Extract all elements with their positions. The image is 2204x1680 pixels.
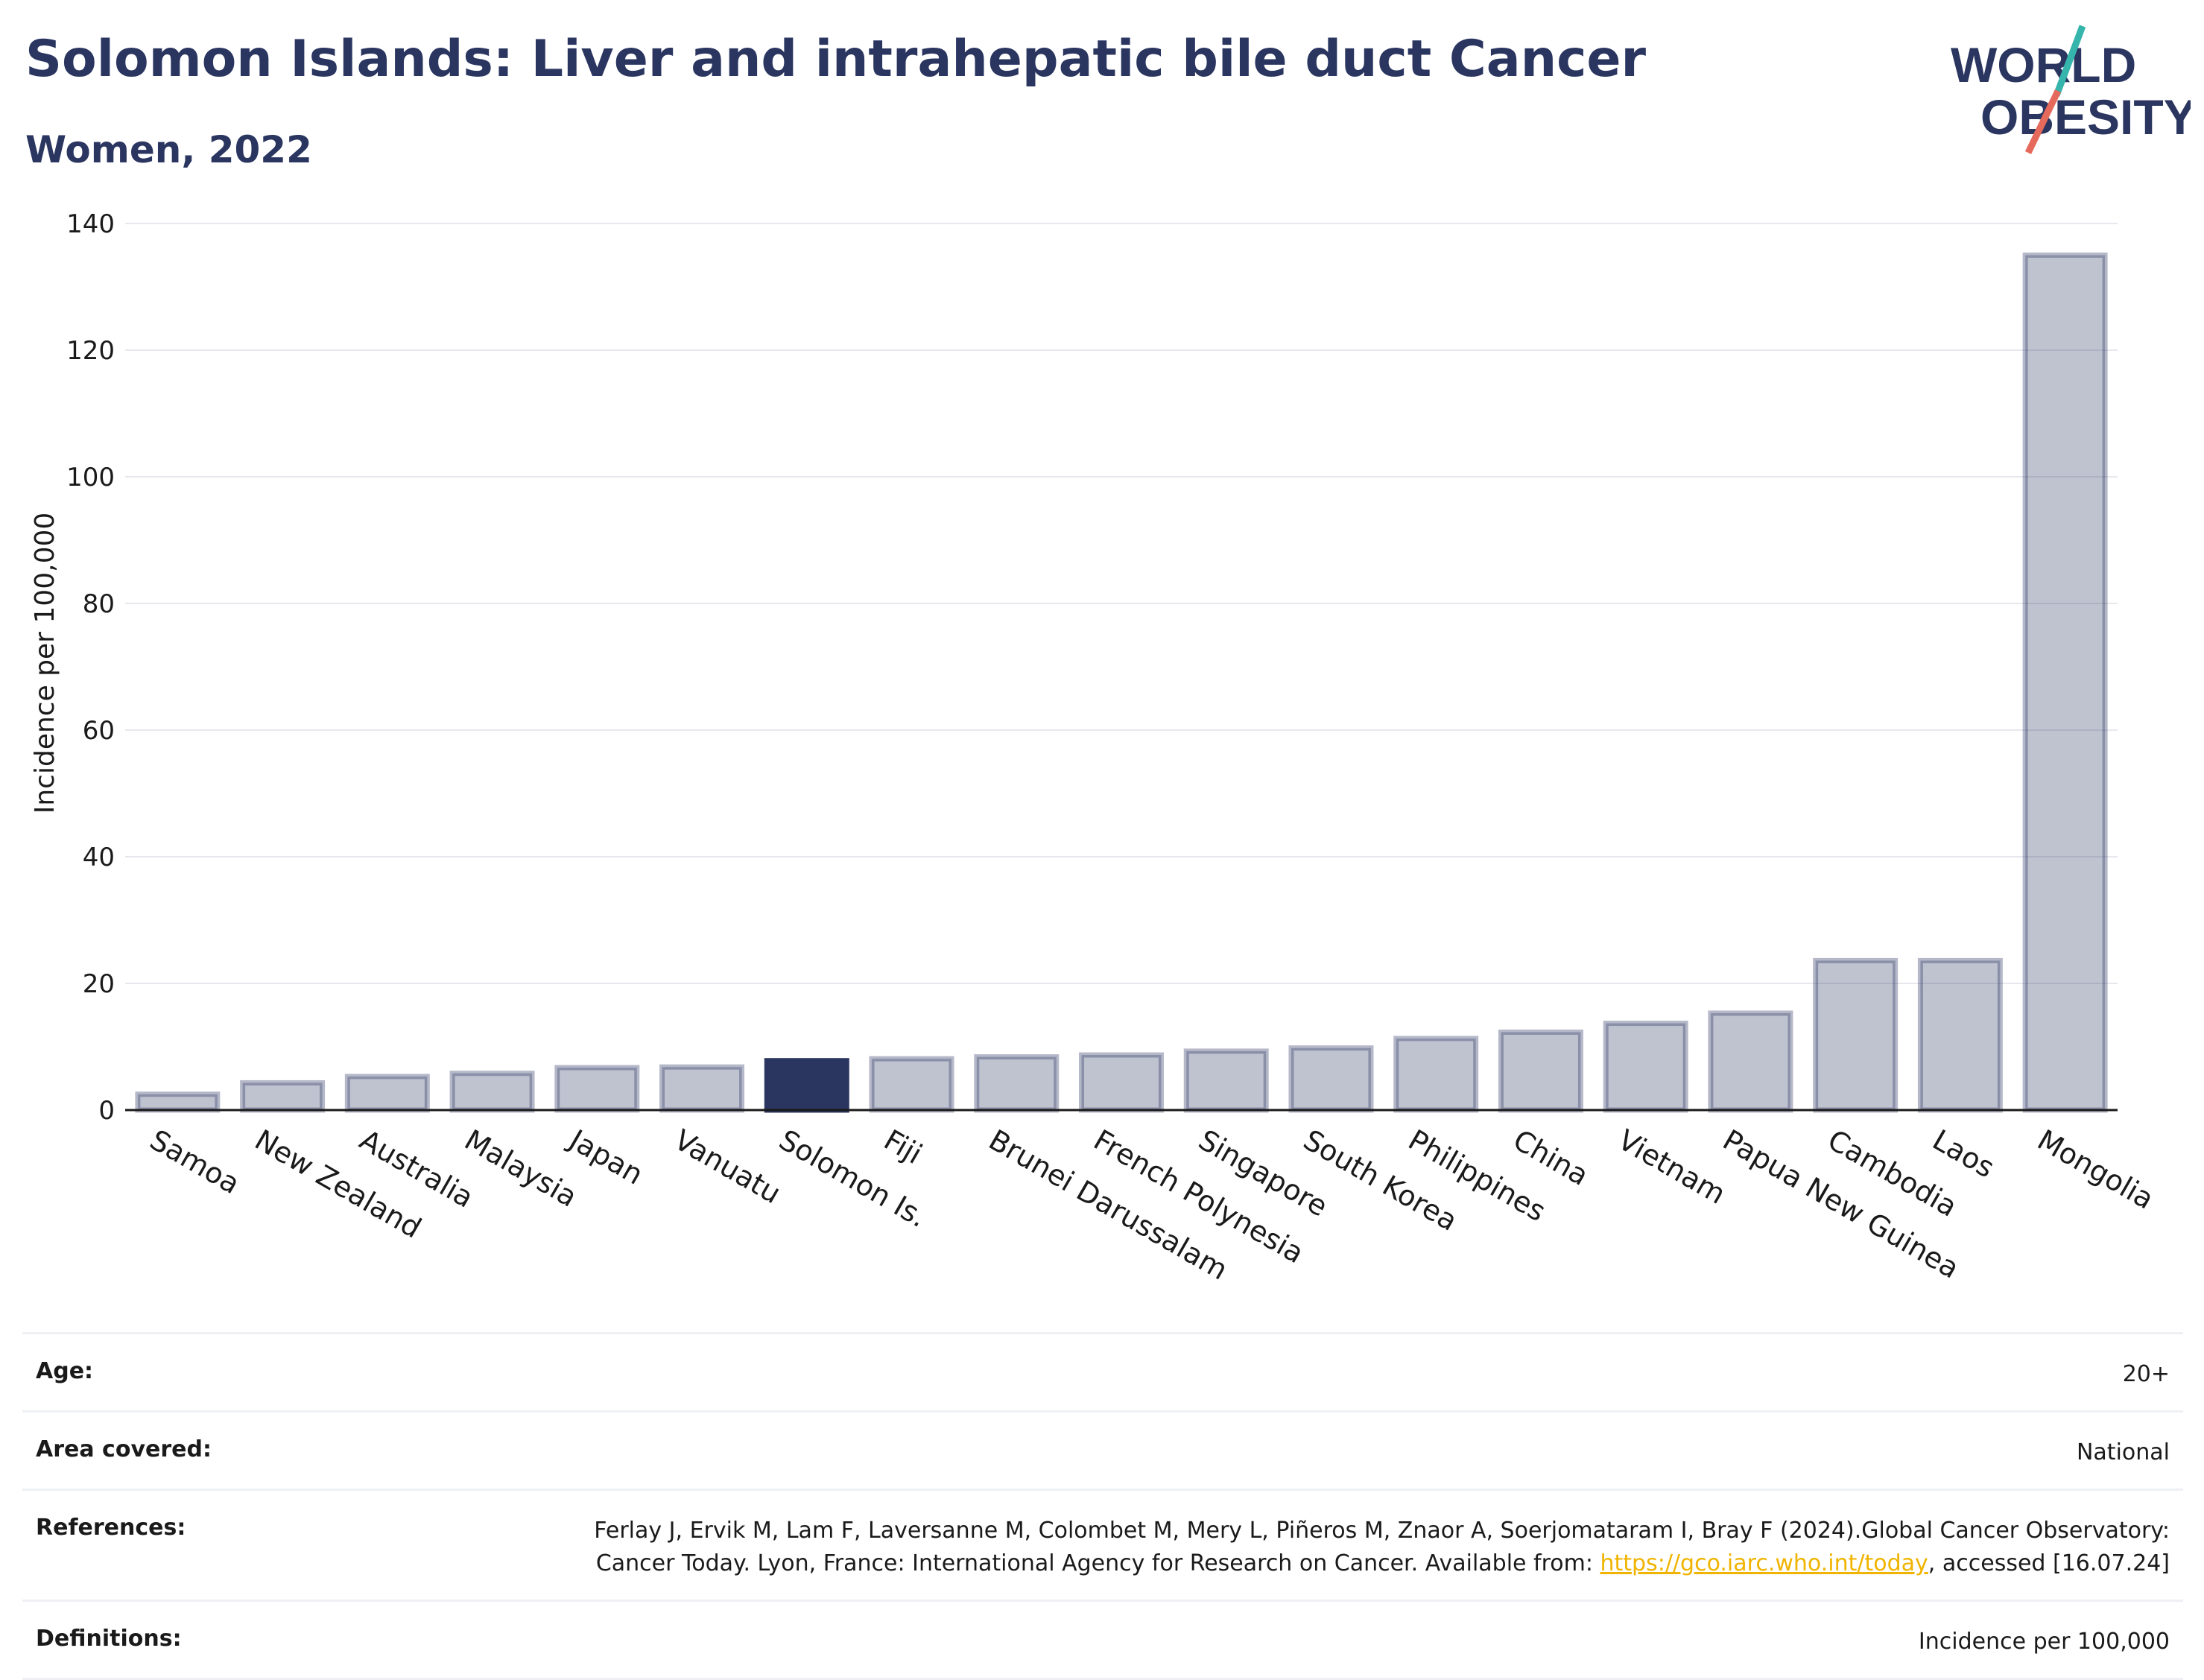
references-suffix: , accessed [16.07.24] — [1928, 1550, 2170, 1576]
bar — [974, 1054, 1060, 1113]
x-tick-label: Samoa — [145, 1123, 245, 1201]
bar — [240, 1080, 326, 1113]
bar — [659, 1064, 745, 1113]
bar — [554, 1065, 640, 1113]
bar — [1603, 1021, 1688, 1113]
logo-line-obesity: OBESITY — [1980, 89, 2191, 145]
area-label: Area covered: — [36, 1436, 212, 1462]
references-text: Ferlay J, Ervik M, Lam F, Laversanne M, … — [594, 1518, 2170, 1576]
bars — [135, 253, 2108, 1113]
definitions-label: Definitions: — [36, 1626, 182, 1652]
y-axis-ticks: 0 20 40 60 80 100 120 140 — [66, 209, 115, 1126]
logo-slash-teal — [2053, 25, 2086, 97]
bar — [1393, 1036, 1479, 1113]
info-row-references: References: Ferlay J, Ervik M, Lam F, La… — [22, 1489, 2183, 1600]
bar — [1917, 957, 2003, 1113]
chart-subtitle: Women, 2022 — [25, 128, 312, 171]
x-tick-label: Vanuatu — [669, 1123, 787, 1210]
age-label: Age: — [36, 1358, 94, 1384]
references-link[interactable]: https://gco.iarc.who.int/today — [1600, 1550, 1928, 1576]
bar-highlight — [764, 1058, 849, 1113]
info-row-definitions: Definitions: Incidence per 100,000 — [22, 1600, 2183, 1680]
y-tick-label: 140 — [66, 209, 115, 239]
bar — [1079, 1052, 1164, 1113]
x-tick-label: Malaysia — [459, 1123, 583, 1214]
references-value: Ferlay J, Ervik M, Lam F, Laversanne M, … — [575, 1515, 2170, 1580]
references-label: References: — [36, 1515, 186, 1541]
x-tick-label: Fiji — [878, 1123, 928, 1170]
info-table: Age: 20+ Area covered: National Referenc… — [22, 1332, 2183, 1680]
bar — [135, 1091, 221, 1113]
bar — [869, 1056, 954, 1113]
bar — [344, 1074, 430, 1113]
bar — [1813, 957, 1899, 1113]
info-row-area: Area covered: National — [22, 1410, 2183, 1489]
bar-chart: 0 20 40 60 80 100 120 140 Incidence per 100,000… — [30, 209, 2159, 1287]
grid-lines — [125, 223, 2118, 984]
bar — [449, 1071, 535, 1113]
info-row-age: Age: 20+ — [22, 1332, 2183, 1410]
x-tick-label: Laos — [1927, 1123, 2000, 1185]
chart-title: Solomon Islands: Liver and intrahepatic … — [25, 30, 1647, 89]
logo-line-world: WORLD — [1951, 37, 2136, 92]
logo-slash-coral — [2024, 89, 2062, 154]
y-axis-label: Incidence per 100,000 — [30, 513, 60, 814]
bar — [2022, 253, 2108, 1113]
bar — [1288, 1045, 1374, 1113]
world-obesity-logo: WORLD OBESITY — [1951, 25, 2191, 154]
y-tick-label: 0 — [98, 1096, 115, 1126]
x-tick-label: Vietnam — [1612, 1123, 1731, 1211]
bar — [1498, 1029, 1583, 1113]
definitions-value: Incidence per 100,000 — [1918, 1629, 2170, 1655]
y-tick-label: 80 — [83, 589, 115, 619]
x-tick-label: Mongolia — [2032, 1123, 2159, 1216]
bar — [1708, 1010, 1793, 1113]
y-tick-label: 100 — [66, 463, 115, 492]
age-value: 20+ — [2122, 1361, 2170, 1387]
y-tick-label: 40 — [83, 843, 115, 872]
area-value: National — [2076, 1439, 2170, 1465]
y-tick-label: 120 — [66, 336, 115, 366]
y-tick-label: 60 — [83, 716, 115, 746]
y-tick-label: 20 — [83, 969, 115, 999]
bar — [1183, 1048, 1269, 1113]
